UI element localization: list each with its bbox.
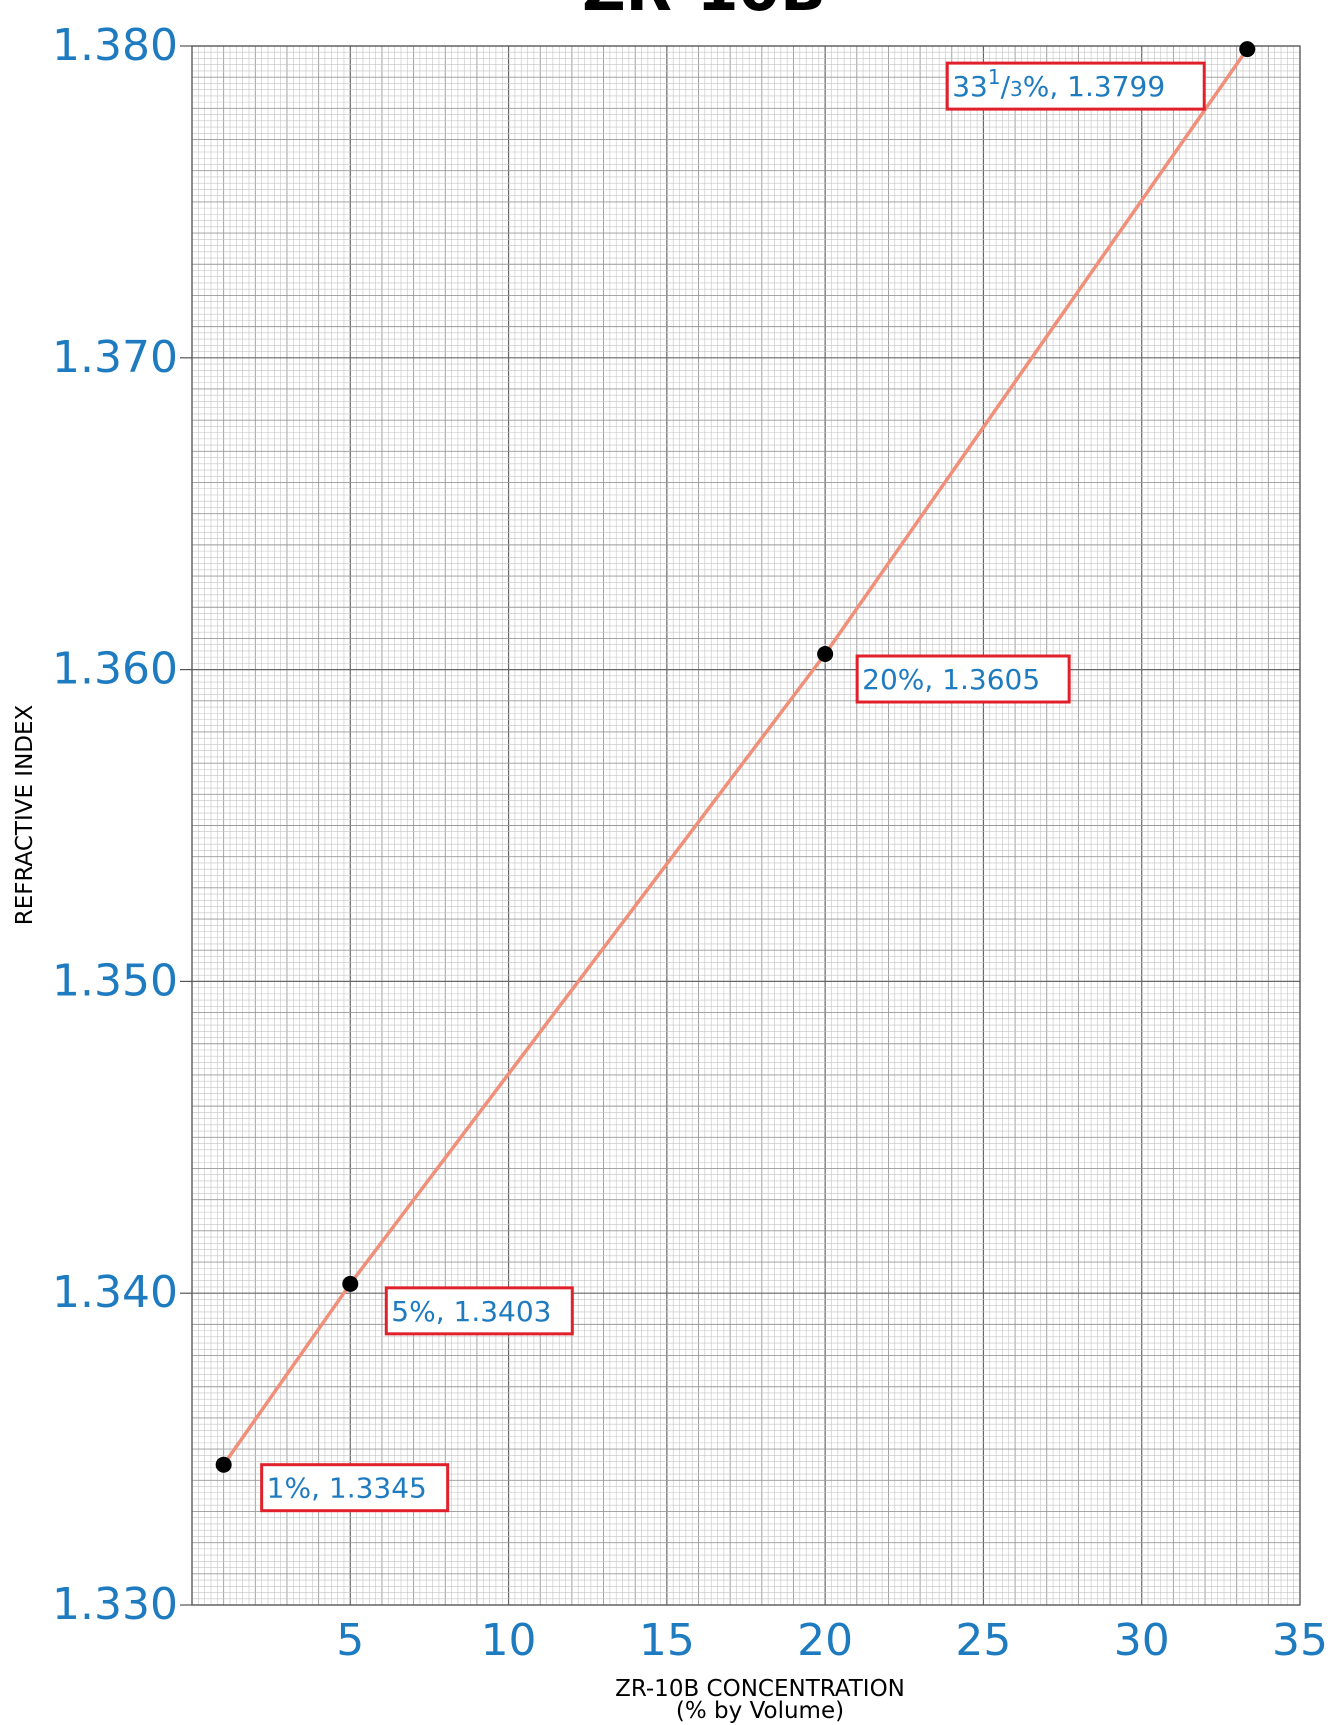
x-tick-label: 20 <box>797 1615 853 1666</box>
annotation-label: 5%, 1.3403 <box>391 1295 551 1328</box>
chart-grid <box>191 45 1301 1606</box>
data-point <box>215 1456 232 1473</box>
point-annotations: 1%, 1.3345 5%, 1.3403 20%, 1.3605 331/3%, 1… <box>260 61 1206 1513</box>
data-point <box>817 646 834 663</box>
data-point <box>342 1275 359 1292</box>
y-tick-label: 1.360 <box>52 644 178 695</box>
x-tick-labels: 5 10 15 20 25 30 35 <box>336 1615 1328 1666</box>
series-line <box>222 48 1249 1466</box>
y-tick-label: 1.380 <box>52 20 178 71</box>
point-annotation: 1%, 1.3345 <box>260 1463 450 1513</box>
x-tick-label: 25 <box>955 1615 1011 1666</box>
chart-title: ZR-10B <box>582 0 826 25</box>
x-tick-label: 15 <box>639 1615 695 1666</box>
x-tick-label: 10 <box>481 1615 537 1666</box>
point-annotation: 20%, 1.3605 <box>855 654 1071 704</box>
x-axis-label: ZR-10B CONCENTRATION <box>615 1676 905 1702</box>
x-tick-label: 30 <box>1114 1615 1170 1666</box>
plot-frame <box>191 45 1301 1606</box>
annotation-label: 1%, 1.3345 <box>267 1472 427 1505</box>
annotation-box <box>945 61 1206 111</box>
y-tick-labels: 1.330 1.340 1.350 1.360 1.370 1.380 <box>52 20 192 1630</box>
point-annotation: 331/3%, 1.3799 <box>945 61 1206 111</box>
annotation-box <box>855 654 1071 704</box>
y-tick-label: 1.370 <box>52 332 178 383</box>
y-tick-label: 1.340 <box>52 1267 178 1318</box>
data-point <box>1239 41 1256 58</box>
data-points <box>215 41 1256 1473</box>
point-annotation: 5%, 1.3403 <box>384 1286 574 1336</box>
x-tick-label: 5 <box>336 1615 364 1666</box>
y-tick-label: 1.350 <box>52 955 178 1006</box>
annotation-box <box>260 1463 450 1513</box>
annotation-label: 331/3%, 1.3799 <box>952 65 1165 103</box>
y-axis-label: REFRACTIVE INDEX <box>12 704 38 925</box>
annotation-box <box>384 1286 574 1336</box>
x-tick-label: 35 <box>1272 1615 1328 1666</box>
y-tick-label: 1.330 <box>52 1579 178 1630</box>
annotation-label: 20%, 1.3605 <box>862 663 1040 696</box>
x-axis-sublabel: (% by Volume) <box>676 1698 844 1724</box>
